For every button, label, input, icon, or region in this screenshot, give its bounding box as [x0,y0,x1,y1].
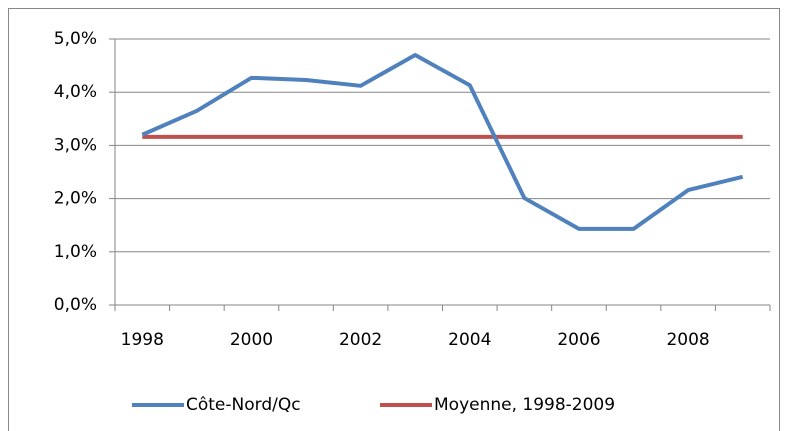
x-tick-label: 2006 [557,330,600,350]
y-tick-label: 1,0% [54,242,97,262]
legend-label: Moyenne, 1998-2009 [434,395,615,415]
series-line [141,52,744,231]
x-tick-label: 2000 [230,330,273,350]
x-tick-label: 2002 [339,330,382,350]
y-tick-label: 4,0% [54,82,97,102]
x-tick-label: 2008 [666,330,709,350]
y-tick-label: 2,0% [54,189,97,209]
chart-frame [8,8,780,431]
y-tick-label: 3,0% [54,135,97,155]
x-tick-label: 1998 [121,330,164,350]
x-tick-label: 2004 [448,330,491,350]
y-tick-label: 0,0% [54,295,97,315]
legend-label: Côte-Nord/Qc [186,395,301,415]
y-tick-label: 5,0% [54,29,97,49]
